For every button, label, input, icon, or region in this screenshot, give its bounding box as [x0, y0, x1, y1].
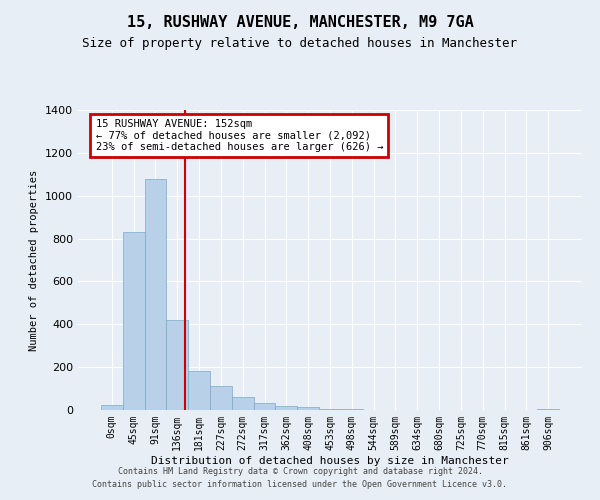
X-axis label: Distribution of detached houses by size in Manchester: Distribution of detached houses by size … [151, 456, 509, 466]
Bar [232, 397, 254, 410]
Bar [341, 409, 363, 410]
Bar [297, 407, 319, 410]
Text: Contains HM Land Registry data © Crown copyright and database right 2024.: Contains HM Land Registry data © Crown c… [118, 467, 482, 476]
Bar [101, 404, 123, 410]
Y-axis label: Number of detached properties: Number of detached properties [29, 170, 40, 350]
Bar [166, 320, 188, 410]
Bar [254, 402, 275, 410]
Bar [123, 232, 145, 410]
Text: Size of property relative to detached houses in Manchester: Size of property relative to detached ho… [83, 38, 517, 51]
Text: Contains public sector information licensed under the Open Government Licence v3: Contains public sector information licen… [92, 480, 508, 489]
Text: 15 RUSHWAY AVENUE: 152sqm
← 77% of detached houses are smaller (2,092)
23% of se: 15 RUSHWAY AVENUE: 152sqm ← 77% of detac… [95, 119, 383, 152]
Bar [275, 406, 297, 410]
Text: 15, RUSHWAY AVENUE, MANCHESTER, M9 7GA: 15, RUSHWAY AVENUE, MANCHESTER, M9 7GA [127, 15, 473, 30]
Bar [319, 409, 341, 410]
Bar [537, 409, 559, 410]
Bar [145, 178, 166, 410]
Bar [188, 372, 210, 410]
Bar [210, 386, 232, 410]
